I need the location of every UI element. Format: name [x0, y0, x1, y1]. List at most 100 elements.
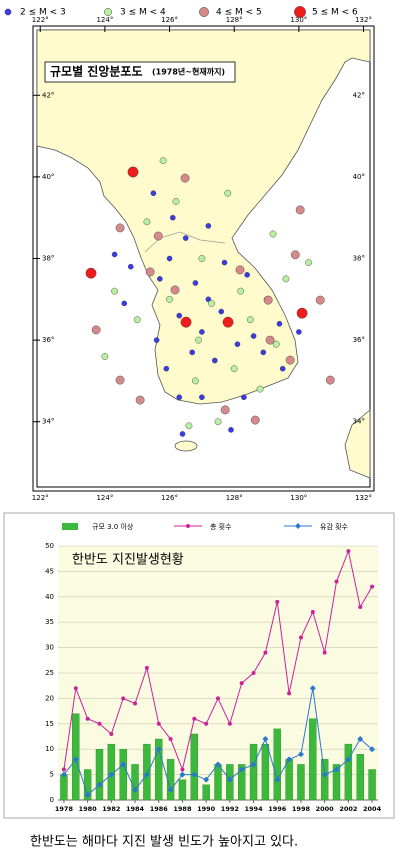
y-tick-label: 15 — [45, 720, 54, 728]
point — [168, 737, 173, 742]
epicenter — [166, 295, 173, 303]
x-tick-label: 122° — [32, 494, 49, 502]
caption: 한반도는 해마다 지진 발생 빈도가 높아지고 있다. — [30, 835, 298, 850]
epicenter — [127, 166, 139, 178]
y-tick-label: 0 — [50, 796, 54, 804]
y-tick-label: 30 — [45, 644, 54, 652]
epicenter — [285, 355, 295, 365]
epicenter — [179, 431, 186, 437]
point — [180, 767, 185, 772]
map-subtitle: (1978년~현재까지) — [152, 67, 225, 77]
epicenter — [143, 218, 151, 226]
epicenter — [111, 251, 118, 258]
point — [322, 650, 327, 655]
point — [215, 761, 221, 768]
point — [203, 776, 210, 783]
epicenter — [305, 259, 312, 266]
point — [108, 771, 115, 778]
x-tick-label: 126° — [161, 494, 178, 502]
point — [275, 599, 280, 604]
epicenter — [205, 223, 212, 229]
legend-label: 2 ≤ M < 3 — [20, 8, 66, 18]
point — [287, 691, 292, 696]
point — [85, 716, 90, 721]
point — [132, 786, 139, 793]
epicenter — [276, 320, 283, 327]
epicenter — [218, 308, 225, 315]
epicenter — [212, 357, 218, 364]
x-tick-label: 132° — [355, 494, 372, 502]
point — [84, 791, 91, 798]
y-tick-label: 40 — [45, 593, 54, 601]
epicenter — [235, 265, 245, 275]
epicenter — [163, 365, 170, 372]
point — [297, 751, 304, 758]
bar — [119, 749, 127, 801]
epicenter — [150, 190, 157, 197]
y-tick-label: 40° — [42, 173, 54, 181]
legend-label: 규모 3.0 이상 — [92, 522, 134, 531]
point — [155, 746, 162, 753]
x-tick-label: 122° — [32, 16, 49, 24]
epicenter — [192, 377, 199, 385]
x-tick-label: 1982 — [102, 805, 120, 813]
y-tick-label: 20 — [45, 694, 54, 702]
point — [167, 786, 174, 793]
japan — [344, 409, 371, 479]
point — [239, 681, 244, 686]
epicenter — [101, 353, 109, 360]
legend-marker — [199, 7, 209, 17]
epicenter — [180, 316, 192, 328]
epicenter — [176, 312, 183, 319]
epicenter — [153, 337, 160, 343]
y-tick-label: 5 — [50, 771, 54, 779]
point — [156, 721, 161, 726]
epicenter — [115, 375, 125, 385]
epicenter — [170, 285, 180, 295]
point — [96, 781, 103, 788]
epicenter — [272, 340, 280, 348]
legend-label: 5 ≤ M < 6 — [312, 8, 358, 18]
x-tick-label: 2004 — [363, 805, 382, 813]
epicenter — [325, 375, 335, 385]
epicenter — [182, 235, 189, 241]
bar — [273, 728, 281, 801]
epicenter — [153, 231, 163, 241]
epicenter — [250, 333, 257, 339]
x-tick-label: 1988 — [173, 805, 192, 813]
point — [358, 604, 363, 609]
point — [250, 761, 257, 768]
x-tick-label: 130° — [290, 16, 307, 24]
epicenter — [244, 272, 250, 278]
point — [345, 756, 352, 763]
point — [133, 701, 138, 706]
bar — [261, 743, 270, 801]
y-tick-label: 10 — [45, 745, 54, 753]
legend-label: 유감 횟수 — [320, 522, 349, 531]
point — [298, 635, 303, 640]
point — [72, 756, 79, 763]
epicenter — [189, 349, 195, 356]
epicenter — [265, 335, 275, 345]
bar — [332, 764, 341, 801]
epicenter — [199, 329, 205, 335]
point — [321, 771, 328, 778]
bar — [95, 749, 104, 801]
point — [60, 771, 67, 778]
point — [109, 731, 114, 736]
x-tick-label: 2002 — [339, 805, 357, 813]
epicenter — [115, 223, 125, 233]
epicenter — [121, 300, 128, 307]
y-tick-label: 36° — [42, 336, 54, 344]
point — [216, 696, 220, 701]
point — [144, 665, 149, 670]
point — [263, 650, 268, 655]
point — [120, 761, 127, 768]
epicenter — [157, 276, 163, 282]
bar — [368, 769, 376, 801]
point — [286, 756, 293, 763]
x-tick-label: 1992 — [221, 805, 239, 813]
y-tick-label: 50 — [45, 542, 54, 550]
point — [334, 579, 339, 584]
